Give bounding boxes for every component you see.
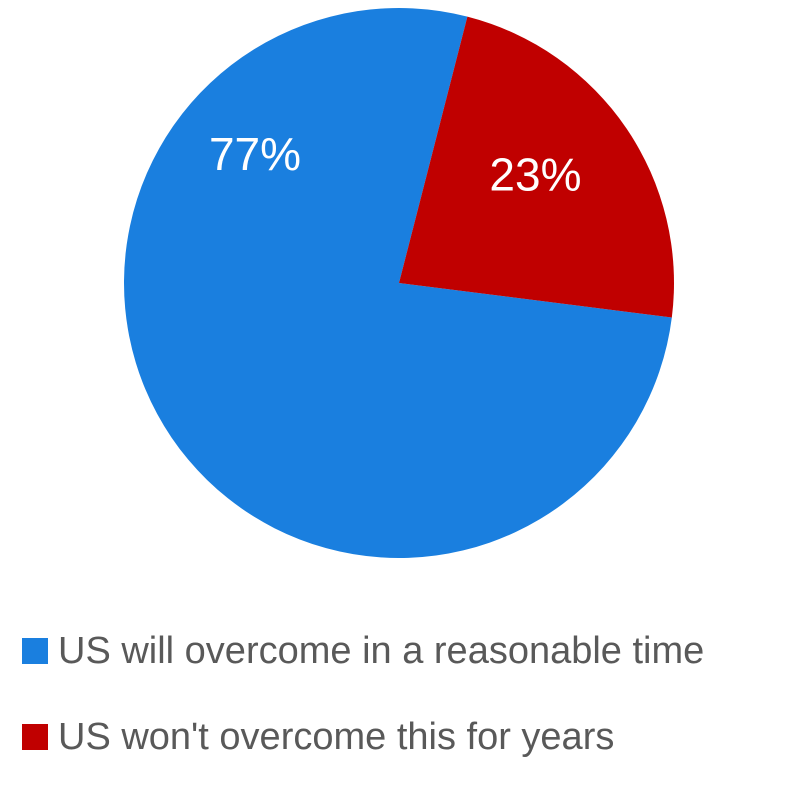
legend-item-reasonable-time: US will overcome in a reasonable time — [22, 622, 797, 680]
pie-chart: 77% 23% — [124, 8, 674, 559]
pie-label-years: 23% — [489, 148, 581, 200]
pie-slices — [124, 8, 674, 559]
legend-item-years: US won't overcome this for years — [22, 708, 797, 766]
pie-labels: 77% 23% — [209, 128, 582, 200]
pie-slice-reasonable-time — [124, 8, 672, 559]
pie-label-reasonable-time: 77% — [209, 128, 301, 180]
legend-label-years: US won't overcome this for years — [58, 715, 615, 758]
pie-slice-years — [399, 16, 674, 318]
legend-label-reasonable-time: US will overcome in a reasonable time — [58, 629, 705, 672]
legend-swatch-red — [22, 724, 48, 750]
chart-legend: US will overcome in a reasonable time US… — [22, 622, 797, 794]
legend-swatch-blue — [22, 638, 48, 664]
